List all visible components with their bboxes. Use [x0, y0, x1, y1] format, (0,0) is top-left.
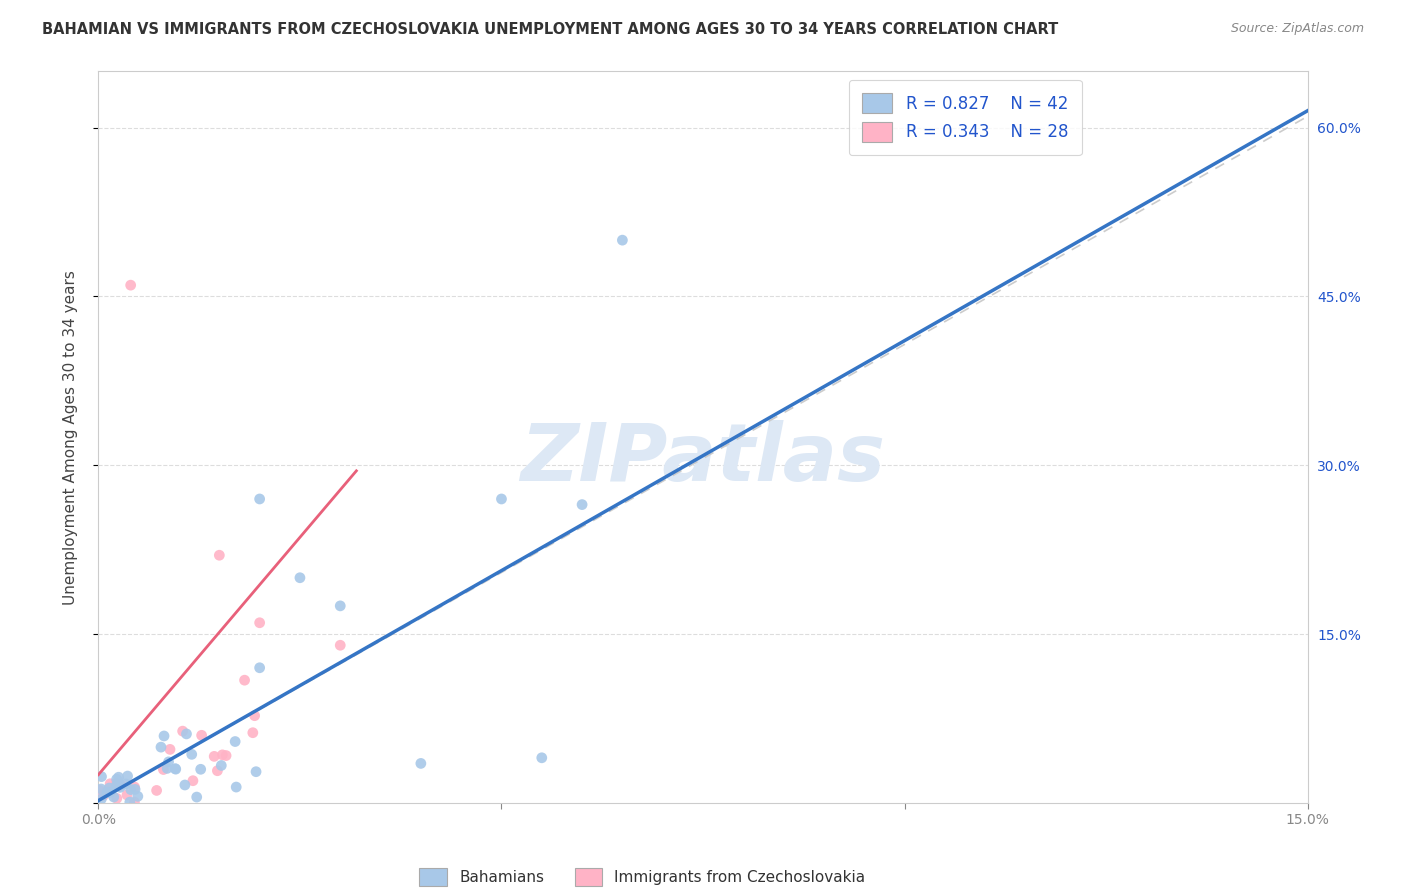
Point [186, 790, 208, 805]
Point [173, 778, 195, 792]
Point [98, 785, 121, 799]
Text: ZIPatlas: ZIPatlas [520, 420, 886, 498]
Point [105, 779, 128, 793]
Point [159, 742, 181, 756]
Point [176, 727, 198, 741]
Legend: Bahamians, Immigrants from Czechoslovakia: Bahamians, Immigrants from Czechoslovaki… [413, 862, 872, 892]
Point [90, 770, 112, 784]
Point [242, 725, 264, 739]
Point [96, 785, 118, 799]
Point [124, 782, 146, 797]
Point [157, 755, 180, 769]
Point [105, 791, 128, 805]
Point [149, 740, 172, 755]
Point [96, 784, 118, 798]
Point [207, 764, 229, 778]
Point [249, 491, 271, 506]
Text: Source: ZipAtlas.com: Source: ZipAtlas.com [1230, 22, 1364, 36]
Point [120, 782, 142, 797]
Point [233, 673, 256, 688]
Point [243, 708, 266, 723]
Point [329, 638, 352, 652]
Point [89, 788, 111, 802]
Point [225, 780, 247, 794]
Point [118, 795, 141, 809]
Point [115, 788, 138, 802]
Point [530, 751, 553, 765]
Point [110, 778, 132, 792]
Point [249, 661, 271, 675]
Point [103, 790, 125, 805]
Point [245, 764, 267, 779]
Point [90, 792, 112, 806]
Point [105, 772, 128, 787]
Point [209, 758, 232, 772]
Point [156, 761, 179, 775]
Point [329, 599, 352, 613]
Point [249, 615, 271, 630]
Point [124, 795, 146, 809]
Point [145, 783, 167, 797]
Point [208, 548, 231, 562]
Point [612, 233, 634, 247]
Point [105, 776, 128, 790]
Y-axis label: Unemployment Among Ages 30 to 34 years: Unemployment Among Ages 30 to 34 years [63, 269, 77, 605]
Point [90, 782, 112, 797]
Point [89, 783, 111, 797]
Point [172, 724, 194, 739]
Point [108, 779, 131, 793]
Point [165, 762, 187, 776]
Point [107, 774, 129, 789]
Point [124, 780, 146, 794]
Point [93, 789, 115, 803]
Point [108, 780, 131, 795]
Point [98, 780, 121, 795]
Point [152, 763, 174, 777]
Point [181, 773, 204, 788]
Point [107, 770, 129, 784]
Point [153, 729, 176, 743]
Point [202, 749, 225, 764]
Point [117, 769, 139, 783]
Point [288, 571, 311, 585]
Point [127, 789, 149, 804]
Point [571, 498, 593, 512]
Text: BAHAMIAN VS IMMIGRANTS FROM CZECHOSLOVAKIA UNEMPLOYMENT AMONG AGES 30 TO 34 YEAR: BAHAMIAN VS IMMIGRANTS FROM CZECHOSLOVAK… [42, 22, 1059, 37]
Point [215, 748, 238, 763]
Point [98, 777, 121, 791]
Point [190, 728, 212, 742]
Point [224, 734, 246, 748]
Point [165, 762, 187, 776]
Point [114, 777, 136, 791]
Point [190, 762, 212, 776]
Point [120, 278, 142, 293]
Point [180, 747, 202, 762]
Point [491, 491, 513, 506]
Point [409, 756, 432, 771]
Point [211, 747, 233, 762]
